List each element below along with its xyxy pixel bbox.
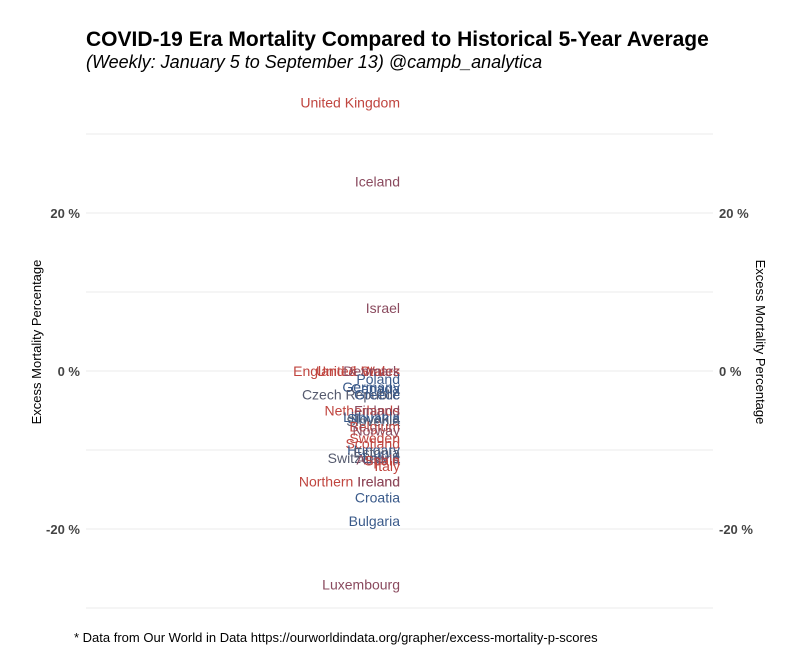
country-label: Greece — [354, 387, 400, 403]
country-label: Latvia — [363, 450, 401, 466]
country-label: United States — [316, 363, 400, 379]
country-label: Slovakia — [347, 410, 400, 426]
country-label: Spain — [364, 452, 400, 468]
y-axis-label-right: Excess Mortality Percentage — [753, 260, 768, 425]
country-label: Scotland — [346, 436, 400, 452]
country-label: Germany — [342, 379, 400, 395]
country-label: Sweden — [349, 430, 400, 446]
gridlines — [86, 133, 713, 609]
chart-subtitle: (Weekly: January 5 to September 13) @cam… — [86, 52, 542, 72]
country-label: Bulgaria — [349, 513, 401, 529]
country-label: Luxembourg — [322, 576, 400, 592]
country-label: Finland — [354, 403, 400, 419]
country-label: Poland — [356, 371, 400, 387]
country-label: Ireland — [357, 474, 400, 490]
country-label: Belgium — [349, 418, 400, 434]
chart-title: COVID-19 Era Mortality Compared to Histo… — [86, 28, 709, 51]
country-label: Norway — [353, 422, 400, 438]
country-label: Italy — [374, 458, 400, 474]
chart-caption: * Data from Our World in Data https://ou… — [74, 630, 598, 645]
country-label: Israel — [366, 300, 400, 316]
y-tick-label-left: -20 % — [46, 522, 80, 537]
country-label: United Kingdom — [300, 94, 400, 110]
country-label: Denmark — [343, 363, 401, 379]
y-tick-label-left: 20 % — [50, 206, 80, 221]
country-label: Croatia — [355, 489, 400, 505]
country-label: Netherlands — [325, 403, 401, 419]
country-label: Iceland — [355, 173, 400, 189]
country-label: Estonia — [353, 444, 400, 460]
y-tick-label-right: 0 % — [719, 364, 742, 379]
y-tick-label-right: 20 % — [719, 206, 749, 221]
country-label: Hungary — [347, 442, 400, 458]
country-label: England & Wales — [293, 363, 400, 379]
country-labels: United Kingdom Iceland Israel England & Wal… — [293, 94, 401, 592]
y-tick-label-right: -20 % — [719, 522, 753, 537]
country-label: Canada — [351, 380, 400, 396]
country-label: Slovenia — [346, 413, 400, 429]
country-label: Northern Ireland — [299, 474, 400, 490]
y-axis-label: Excess Mortality Percentage — [29, 260, 44, 425]
country-label: Czech Republic — [302, 387, 400, 403]
y-tick-label-left: 0 % — [58, 364, 81, 379]
country-label: Lithuania — [343, 409, 400, 425]
country-label: Switzerland — [328, 450, 400, 466]
country-label: Austria — [356, 451, 400, 467]
y-axis-ticks: 20 % 20 % 0 % 0 % -20 % -20 % — [46, 206, 753, 537]
